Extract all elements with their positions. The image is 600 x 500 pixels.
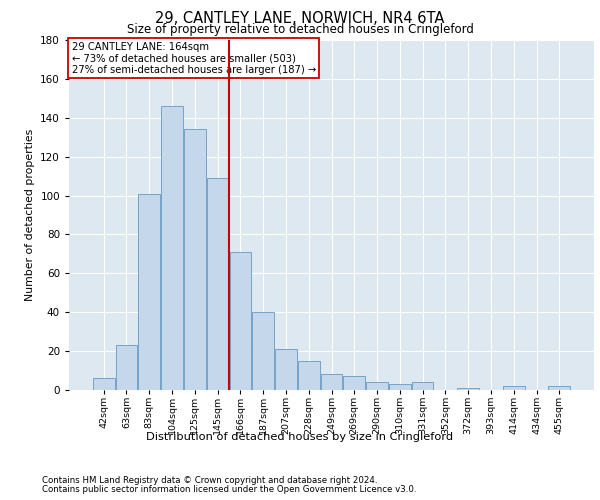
Text: Contains HM Land Registry data © Crown copyright and database right 2024.: Contains HM Land Registry data © Crown c… — [42, 476, 377, 485]
Bar — [343, 376, 365, 390]
Bar — [184, 130, 206, 390]
Text: Size of property relative to detached houses in Cringleford: Size of property relative to detached ho… — [127, 22, 473, 36]
Bar — [275, 349, 297, 390]
Bar — [298, 361, 320, 390]
Bar — [230, 252, 251, 390]
Bar — [548, 386, 570, 390]
Bar — [412, 382, 433, 390]
Text: 29 CANTLEY LANE: 164sqm
← 73% of detached houses are smaller (503)
27% of semi-d: 29 CANTLEY LANE: 164sqm ← 73% of detache… — [71, 42, 316, 75]
Bar — [320, 374, 343, 390]
Bar — [253, 312, 274, 390]
Bar — [207, 178, 229, 390]
Text: 29, CANTLEY LANE, NORWICH, NR4 6TA: 29, CANTLEY LANE, NORWICH, NR4 6TA — [155, 11, 445, 26]
Y-axis label: Number of detached properties: Number of detached properties — [25, 129, 35, 301]
Bar — [161, 106, 183, 390]
Bar — [389, 384, 410, 390]
Bar — [93, 378, 115, 390]
Bar — [503, 386, 524, 390]
Bar — [457, 388, 479, 390]
Bar — [116, 346, 137, 390]
Bar — [366, 382, 388, 390]
Bar — [139, 194, 160, 390]
Text: Distribution of detached houses by size in Cringleford: Distribution of detached houses by size … — [146, 432, 454, 442]
Text: Contains public sector information licensed under the Open Government Licence v3: Contains public sector information licen… — [42, 485, 416, 494]
